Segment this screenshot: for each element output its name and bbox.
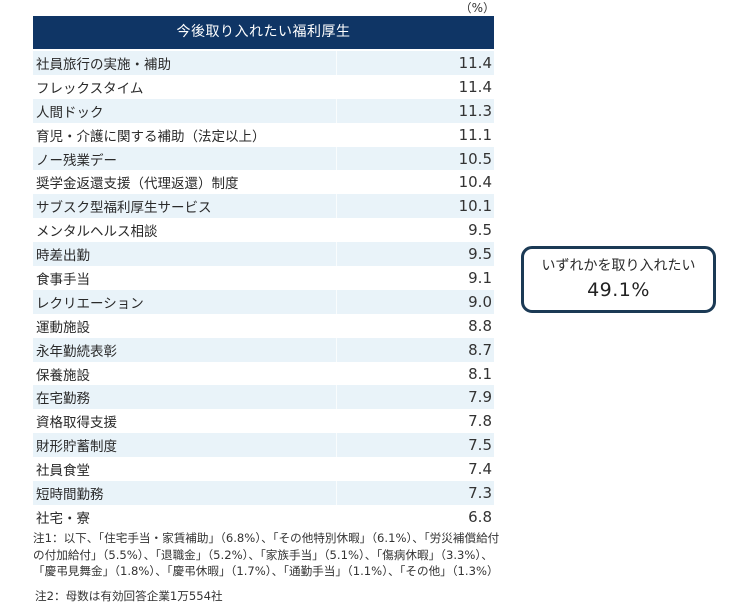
table-row: 短時間勤務 7.3 bbox=[33, 481, 494, 505]
column-divider bbox=[336, 122, 337, 147]
row-label: 食事手当 bbox=[36, 271, 90, 288]
row-label: 人間ドック bbox=[36, 104, 104, 121]
column-divider bbox=[336, 218, 337, 243]
row-label: メンタルヘルス相談 bbox=[36, 224, 158, 241]
table-row: フレックスタイム 11.4 bbox=[33, 74, 494, 99]
row-value: 11.3 bbox=[458, 101, 492, 120]
column-divider bbox=[336, 289, 337, 314]
summary-callout: いずれかを取り入れたい 49.1% bbox=[521, 246, 716, 313]
row-value: 9.5 bbox=[468, 221, 492, 240]
table-row: 財形貯蓄制度 7.5 bbox=[33, 433, 494, 458]
column-divider bbox=[336, 433, 337, 458]
row-value: 10.5 bbox=[458, 149, 492, 168]
column-divider bbox=[336, 313, 337, 338]
column-divider bbox=[336, 170, 337, 195]
column-divider bbox=[336, 74, 337, 99]
column-divider bbox=[336, 266, 337, 290]
row-label: 資格取得支援 bbox=[36, 415, 117, 432]
footnotes: 注1：以下、「住宅手当・家賃補助」（6.8%）、「その他特別休暇」（6.1%）、… bbox=[33, 530, 593, 604]
row-value: 7.8 bbox=[468, 412, 492, 431]
column-divider bbox=[336, 98, 337, 123]
column-divider bbox=[336, 51, 337, 75]
footnote-1: 注1：以下、「住宅手当・家賃補助」（6.8%）、「その他特別休暇」（6.1%）、… bbox=[33, 531, 500, 578]
column-divider bbox=[336, 504, 337, 529]
footnote-2: 注2：母数は有効回答企業1万554社 bbox=[35, 588, 223, 603]
row-value: 10.4 bbox=[458, 173, 492, 192]
row-value: 11.1 bbox=[458, 125, 492, 144]
column-divider bbox=[336, 146, 337, 171]
callout-label: いずれかを取り入れたい bbox=[541, 258, 696, 274]
column-divider bbox=[336, 385, 337, 410]
row-value: 8.7 bbox=[468, 340, 492, 359]
table-row: 社宅・寮 6.8 bbox=[33, 504, 494, 529]
row-value: 7.9 bbox=[468, 388, 492, 407]
row-label: 短時間勤務 bbox=[36, 486, 104, 503]
table-row: 人間ドック 11.3 bbox=[33, 98, 494, 123]
row-value: 10.1 bbox=[458, 197, 492, 216]
row-value: 11.4 bbox=[458, 53, 492, 72]
row-label: 運動施設 bbox=[36, 319, 90, 336]
row-label: サブスク型福利厚生サービス bbox=[36, 200, 212, 217]
table-row: 社員旅行の実施・補助 11.4 bbox=[33, 51, 494, 75]
row-value: 9.0 bbox=[468, 292, 492, 311]
table-row: 食事手当 9.1 bbox=[33, 266, 494, 290]
benefits-table: 今後取り入れたい福利厚生 社員旅行の実施・補助 11.4 フレックスタイム 11.4… bbox=[33, 16, 494, 529]
column-divider bbox=[336, 242, 337, 267]
row-value: 6.8 bbox=[468, 507, 492, 526]
column-divider bbox=[336, 481, 337, 505]
table-rows: 社員旅行の実施・補助 11.4 フレックスタイム 11.4 人間ドック 11.3 育児… bbox=[33, 51, 494, 529]
row-value: 8.1 bbox=[468, 364, 492, 383]
row-label: 永年勤続表彰 bbox=[36, 343, 117, 360]
column-divider bbox=[336, 194, 337, 219]
column-divider bbox=[336, 409, 337, 434]
row-value: 8.8 bbox=[468, 316, 492, 335]
table-row: 奨学金返還支援（代理返還）制度 10.4 bbox=[33, 170, 494, 195]
table-row: レクリエーション 9.0 bbox=[33, 289, 494, 314]
table-row: サブスク型福利厚生サービス 10.1 bbox=[33, 194, 494, 219]
row-value: 11.4 bbox=[458, 77, 492, 96]
row-label: 社宅・寮 bbox=[36, 510, 90, 527]
row-label: フレックスタイム bbox=[36, 80, 144, 97]
row-value: 9.5 bbox=[468, 245, 492, 264]
table-row: 社員食堂 7.4 bbox=[33, 457, 494, 482]
callout-value: 49.1% bbox=[587, 279, 650, 301]
row-label: 保養施設 bbox=[36, 367, 90, 384]
row-value: 7.5 bbox=[468, 436, 492, 455]
row-value: 7.3 bbox=[468, 483, 492, 502]
row-value: 7.4 bbox=[468, 460, 492, 479]
row-label: ノー残業デー bbox=[36, 152, 117, 169]
column-divider bbox=[336, 361, 337, 386]
row-label: 育児・介護に関する補助（法定以上） bbox=[36, 128, 266, 145]
table-row: 保養施設 8.1 bbox=[33, 361, 494, 386]
table-title: 今後取り入れたい福利厚生 bbox=[33, 16, 494, 49]
row-label: 財形貯蓄制度 bbox=[36, 439, 117, 456]
row-label: 社員旅行の実施・補助 bbox=[36, 56, 171, 73]
table-row: メンタルヘルス相談 9.5 bbox=[33, 218, 494, 243]
row-label: 在宅勤務 bbox=[36, 391, 90, 408]
row-label: 奨学金返還支援（代理返還）制度 bbox=[36, 176, 239, 193]
table-row: 育児・介護に関する補助（法定以上） 11.1 bbox=[33, 122, 494, 147]
row-label: 時差出勤 bbox=[36, 248, 90, 265]
table-row: 在宅勤務 7.9 bbox=[33, 385, 494, 410]
table-row: 資格取得支援 7.8 bbox=[33, 409, 494, 434]
table-row: ノー残業デー 10.5 bbox=[33, 146, 494, 171]
table-row: 永年勤続表彰 8.7 bbox=[33, 337, 494, 362]
table-row: 時差出勤 9.5 bbox=[33, 242, 494, 267]
row-value: 9.1 bbox=[468, 268, 492, 287]
unit-label: （%） bbox=[459, 1, 495, 15]
table-row: 運動施設 8.8 bbox=[33, 313, 494, 338]
column-divider bbox=[336, 457, 337, 482]
column-divider bbox=[336, 337, 337, 362]
row-label: 社員食堂 bbox=[36, 463, 90, 480]
row-label: レクリエーション bbox=[36, 295, 144, 312]
